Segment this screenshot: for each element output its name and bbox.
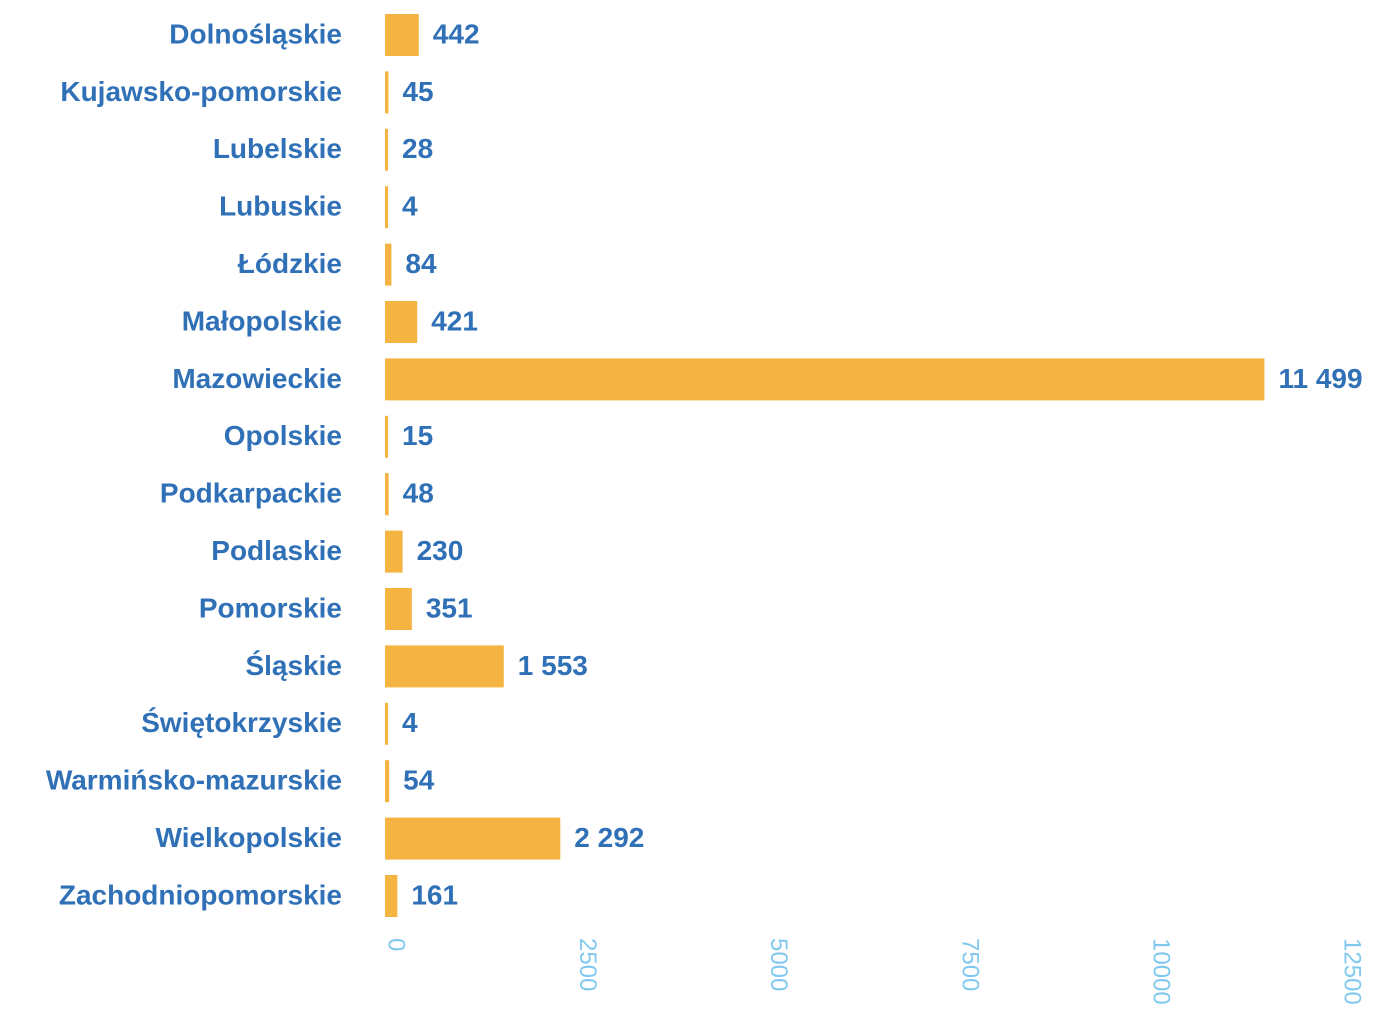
x-tick-label: 5000 <box>765 938 792 991</box>
category-label: Zachodniopomorskie <box>59 879 342 910</box>
category-label: Łódzkie <box>238 248 342 279</box>
value-label: 351 <box>426 592 473 623</box>
x-tick-label: 10000 <box>1147 938 1174 1005</box>
value-label: 11 499 <box>1278 363 1362 394</box>
x-tick-label: 12500 <box>1339 938 1366 1005</box>
bar <box>385 301 418 343</box>
x-tick-label: 0 <box>383 938 410 951</box>
x-tick-label: 2500 <box>574 938 601 991</box>
category-label: Śląskie <box>245 650 342 681</box>
category-label: Podlaskie <box>211 535 342 566</box>
category-label: Pomorskie <box>199 592 342 623</box>
x-tick-label: 7500 <box>956 938 983 991</box>
category-label: Wielkopolskie <box>156 822 342 853</box>
bar <box>385 817 561 860</box>
category-label: Opolskie <box>224 420 342 451</box>
category-label: Świętokrzyskie <box>141 707 342 738</box>
category-label: Dolnośląskie <box>169 18 342 49</box>
bar <box>385 875 398 917</box>
bar <box>385 588 412 630</box>
category-label: Podkarpackie <box>160 478 342 509</box>
value-label: 2 292 <box>574 822 644 853</box>
value-label: 161 <box>411 879 458 910</box>
value-label: 421 <box>431 305 478 336</box>
bar <box>385 415 388 458</box>
category-label: Mazowieckie <box>172 363 342 394</box>
value-label: 1 553 <box>518 650 588 681</box>
category-label: Małopolskie <box>182 305 342 336</box>
category-label: Kujawsko-pomorskie <box>60 76 342 107</box>
bar <box>385 645 504 688</box>
value-label: 442 <box>433 18 480 49</box>
bar <box>385 473 389 516</box>
value-label: 15 <box>402 420 433 451</box>
value-label: 45 <box>402 76 433 107</box>
category-label: Warmińsko-mazurskie <box>46 765 342 796</box>
bar <box>385 71 389 114</box>
value-label: 4 <box>402 191 418 222</box>
value-label: 28 <box>402 133 433 164</box>
value-label: 4 <box>402 707 418 738</box>
bar <box>385 702 388 745</box>
value-label: 54 <box>403 765 435 796</box>
bar <box>385 186 388 229</box>
bar <box>385 14 419 56</box>
bar <box>385 530 403 573</box>
bar <box>385 358 1265 401</box>
value-label: 230 <box>417 535 464 566</box>
bar <box>385 760 390 803</box>
bar <box>385 243 392 286</box>
value-label: 84 <box>405 248 437 279</box>
category-label: Lubelskie <box>213 133 342 164</box>
value-label: 48 <box>403 478 434 509</box>
category-label: Lubuskie <box>219 191 342 222</box>
bar <box>385 128 388 171</box>
